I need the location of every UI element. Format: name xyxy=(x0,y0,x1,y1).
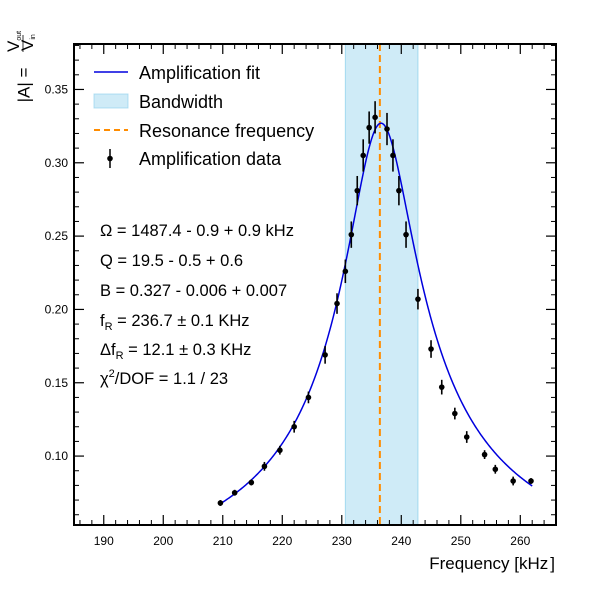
data-point xyxy=(528,478,534,484)
y-tick-label: 0.20 xyxy=(45,302,69,316)
annotation-dfr-sub: R xyxy=(116,350,124,362)
data-point xyxy=(372,114,378,121)
y-axis-label-lhs: |A| = xyxy=(14,68,33,103)
data-point xyxy=(348,231,355,238)
annotation-dfr-pre: Δf xyxy=(100,341,116,359)
data-point xyxy=(403,231,409,238)
data-point xyxy=(277,447,283,454)
x-label-main: Frequency [ xyxy=(429,554,519,573)
data-point xyxy=(231,489,238,496)
data-point xyxy=(354,187,361,194)
y-tick-label: 0.10 xyxy=(45,449,69,463)
data-point xyxy=(305,394,312,401)
x-label-close: ] xyxy=(550,554,555,573)
x-tick-label: 250 xyxy=(451,534,471,548)
x-tick-label: 190 xyxy=(94,534,114,548)
x-tick-label: 260 xyxy=(510,534,530,548)
y-label-den-v: V xyxy=(18,39,37,51)
legend-resonance-label: Resonance frequency xyxy=(139,121,314,141)
x-axis-label: Frequency [kHz] xyxy=(429,554,555,573)
data-point xyxy=(396,187,402,194)
annotation-fr-sub: R xyxy=(105,321,113,333)
annotation-omega: Ω = 1487.4 - 0.9 + 0.9 kHz xyxy=(100,222,294,240)
annotation-chi2-sup: 2 xyxy=(109,368,115,380)
data-point xyxy=(452,410,458,417)
x-label-unit: kHz xyxy=(519,554,548,573)
legend-bandwidth-swatch xyxy=(93,93,129,109)
data-point xyxy=(428,346,434,352)
data-point xyxy=(334,300,340,307)
data-point xyxy=(438,384,445,390)
y-label-num-v: V xyxy=(4,40,23,52)
x-tick-label: 230 xyxy=(332,534,352,548)
annotation-chi2-post: /DOF = 1.1 / 23 xyxy=(115,370,228,388)
data-point xyxy=(342,268,349,275)
annotation-q: Q = 19.5 - 0.5 + 0.6 xyxy=(100,252,243,270)
x-tick-label: 210 xyxy=(213,534,233,548)
annotation-dfr-post: = 12.1 ± 0.3 KHz xyxy=(124,341,252,359)
y-tick-label: 0.25 xyxy=(45,229,69,243)
data-point xyxy=(463,434,470,440)
data-point xyxy=(384,126,390,132)
data-point xyxy=(360,152,367,159)
data-point xyxy=(415,296,421,302)
data-point xyxy=(366,124,372,131)
data-point xyxy=(248,479,255,486)
data-point xyxy=(261,463,268,470)
data-point xyxy=(217,500,224,506)
y-axis-label: |A| = Vout Vin xyxy=(4,31,37,103)
plot-frame xyxy=(73,43,557,526)
annotation-fr-post: = 236.7 ± 0.1 KHz xyxy=(113,312,250,330)
y-tick-label: 0.30 xyxy=(45,156,69,170)
data-points xyxy=(217,101,534,506)
x-tick-label: 240 xyxy=(391,534,411,548)
fit-annotations: Ω = 1487.4 - 0.9 + 0.9 kHz Q = 19.5 - 0.… xyxy=(100,222,294,388)
bandwidth-band xyxy=(344,43,419,526)
y-axis-label-num: Vout xyxy=(4,31,23,52)
data-point xyxy=(481,451,488,458)
legend-bandwidth-label: Bandwidth xyxy=(139,92,223,112)
y-tick-label: 0.15 xyxy=(45,376,69,390)
amplification-fit-curve xyxy=(219,122,533,505)
legend-fit-label: Amplification fit xyxy=(139,63,260,83)
data-point xyxy=(390,152,396,159)
data-point xyxy=(510,478,516,484)
y-tick-label: 0.35 xyxy=(45,82,69,96)
data-point xyxy=(291,423,297,430)
x-tick-label: 220 xyxy=(272,534,292,548)
y-label-num-sub: out xyxy=(16,31,23,41)
y-axis-label-den: Vin xyxy=(18,34,37,51)
annotation-fr: fR = 236.7 ± 0.1 KHz xyxy=(100,312,250,333)
legend-data-marker xyxy=(107,155,113,162)
data-point xyxy=(322,352,328,358)
y-label-den-sub: in xyxy=(30,34,37,40)
x-tick-label: 200 xyxy=(153,534,173,548)
annotation-dfr: ΔfR = 12.1 ± 0.3 KHz xyxy=(100,341,251,362)
legend: Amplification fit Bandwidth Resonance fr… xyxy=(93,63,314,169)
annotation-b: B = 0.327 - 0.006 + 0.007 xyxy=(100,282,287,300)
annotation-chi2: χ2/DOF = 1.1 / 23 xyxy=(100,368,228,388)
annotation-fr-pre: f xyxy=(100,312,105,330)
data-point xyxy=(492,466,499,473)
annotation-chi2-pre: χ xyxy=(100,370,109,388)
legend-data-label: Amplification data xyxy=(139,149,282,169)
